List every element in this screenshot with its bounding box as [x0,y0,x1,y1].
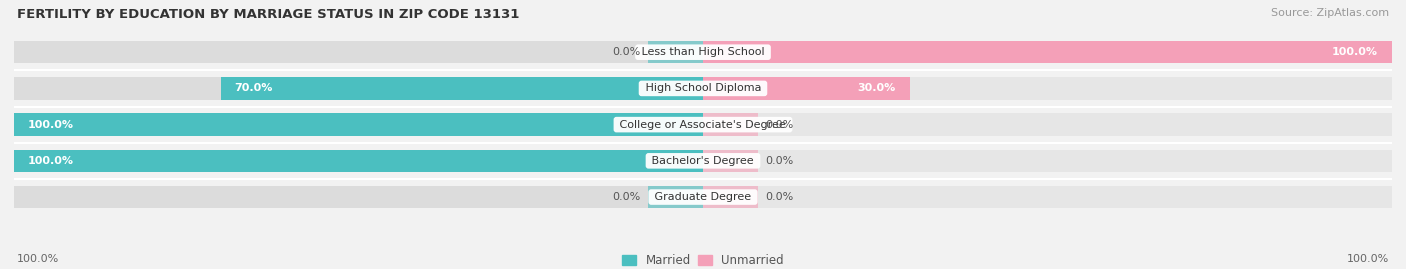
Bar [703,77,910,100]
Bar [703,186,758,208]
Text: Graduate Degree: Graduate Degree [651,192,755,202]
Bar [221,77,703,100]
Bar [703,41,1392,63]
Bar [14,186,703,208]
Text: FERTILITY BY EDUCATION BY MARRIAGE STATUS IN ZIP CODE 13131: FERTILITY BY EDUCATION BY MARRIAGE STATU… [17,8,519,21]
Bar [14,114,703,136]
Legend: Married, Unmarried: Married, Unmarried [621,254,785,267]
Text: High School Diploma: High School Diploma [641,83,765,93]
Bar [14,114,703,136]
Text: 0.0%: 0.0% [765,192,793,202]
Bar [648,186,703,208]
Bar [703,114,1392,136]
Text: College or Associate's Degree: College or Associate's Degree [616,120,790,130]
Bar [703,150,758,172]
Text: 70.0%: 70.0% [235,83,273,93]
Text: Bachelor's Degree: Bachelor's Degree [648,156,758,166]
Text: Source: ZipAtlas.com: Source: ZipAtlas.com [1271,8,1389,18]
Bar [703,186,1392,208]
Text: 100.0%: 100.0% [17,254,59,264]
Text: 100.0%: 100.0% [1347,254,1389,264]
Text: 0.0%: 0.0% [765,120,793,130]
Bar [14,150,703,172]
Text: 100.0%: 100.0% [28,156,75,166]
Text: 100.0%: 100.0% [28,120,75,130]
Bar [703,77,1392,100]
Bar [14,150,703,172]
Bar [648,41,703,63]
Bar [14,41,703,63]
Text: 100.0%: 100.0% [1331,47,1378,57]
Text: 0.0%: 0.0% [613,192,641,202]
Bar [703,114,758,136]
Text: 0.0%: 0.0% [765,156,793,166]
Text: 30.0%: 30.0% [858,83,896,93]
Bar [703,150,1392,172]
Text: 0.0%: 0.0% [613,47,641,57]
Text: Less than High School: Less than High School [638,47,768,57]
Bar [703,41,1392,63]
Bar [14,77,703,100]
